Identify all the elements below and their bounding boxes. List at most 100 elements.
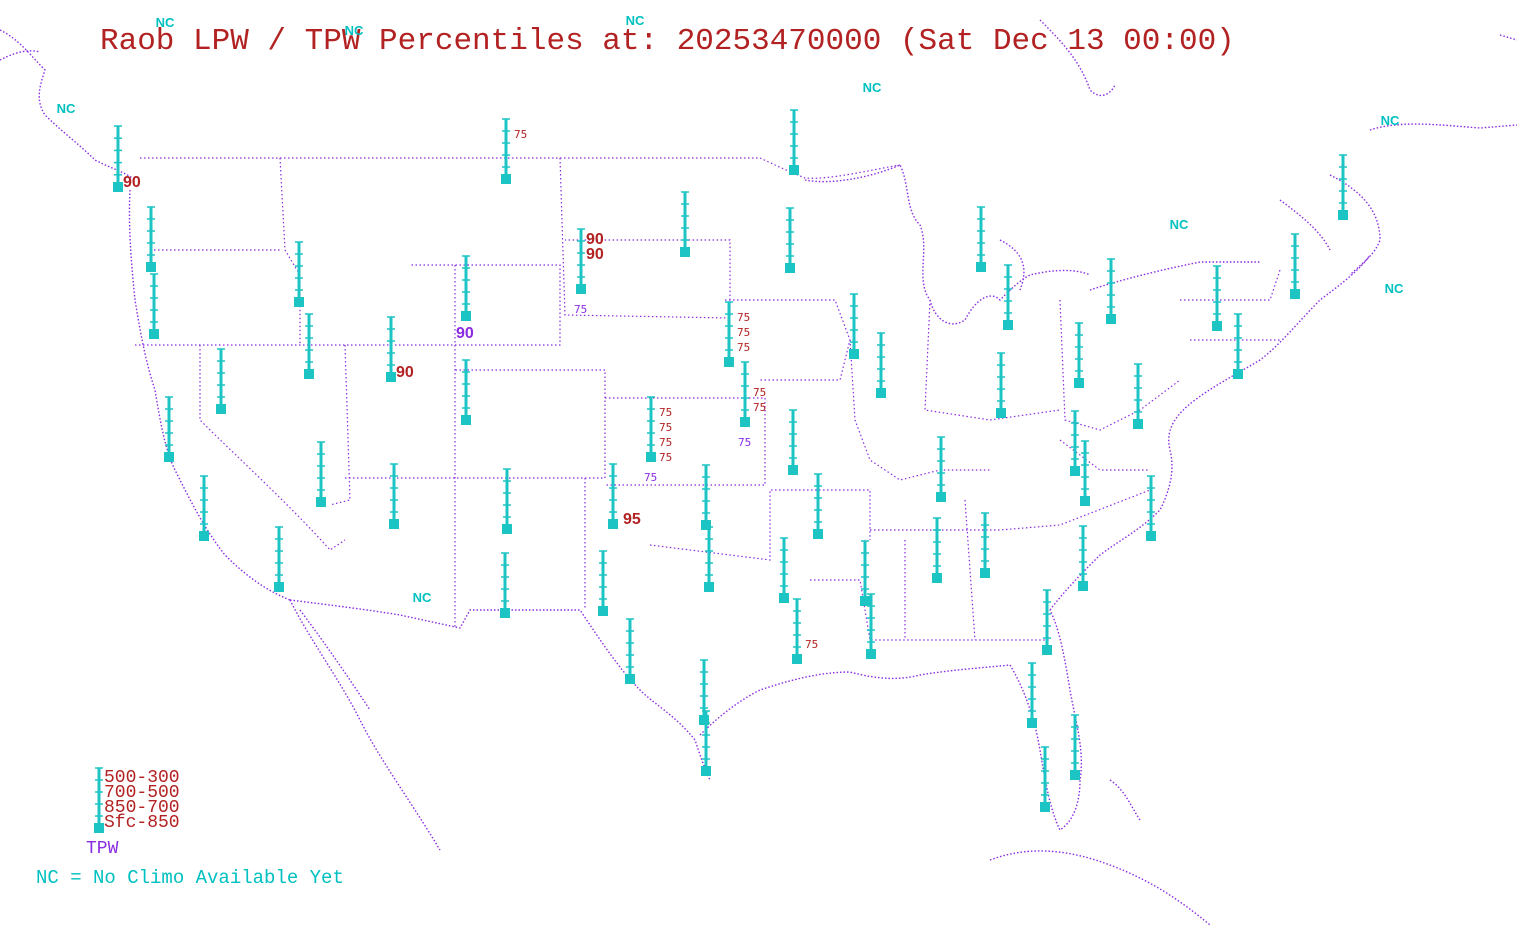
station [680, 191, 690, 257]
station-glyph [625, 618, 635, 684]
layer-percentile-label: 75 [737, 326, 750, 339]
layer-percentile-label: 75 [737, 341, 750, 354]
legend-layer-label: 500-300 [104, 768, 180, 788]
station [1003, 264, 1013, 330]
station-glyph [164, 396, 174, 462]
station-glyph [304, 313, 314, 379]
station [149, 273, 159, 339]
station-glyph [386, 316, 396, 382]
station [936, 436, 946, 502]
station [1042, 589, 1052, 655]
layer-percentile-label: 95 [623, 511, 641, 528]
layer-percentile-label: 75 [805, 638, 818, 651]
station-glyph [1070, 410, 1080, 476]
station: 90 [456, 255, 474, 342]
legend-station-glyph [94, 767, 104, 833]
station-glyph [699, 659, 709, 725]
station-glyph [316, 441, 326, 507]
station [1078, 525, 1088, 591]
station [598, 550, 608, 616]
station-glyph [785, 207, 795, 273]
station-glyph [1080, 440, 1090, 506]
station-glyph [932, 517, 942, 583]
station [1106, 258, 1116, 324]
station [1074, 322, 1084, 388]
station [779, 537, 789, 603]
station-glyph [980, 512, 990, 578]
station-glyph [789, 109, 799, 175]
station [1233, 313, 1243, 379]
station-glyph [149, 273, 159, 339]
station-glyph [113, 125, 123, 192]
station [788, 409, 798, 475]
station-glyph [976, 206, 986, 272]
station [996, 352, 1006, 418]
station [980, 512, 990, 578]
station [1040, 746, 1050, 812]
station-glyph [1040, 746, 1050, 812]
layer-percentile-label: 75 [659, 406, 672, 419]
station-glyph [461, 255, 471, 321]
legend-nc-note: NC = No Climo Available Yet [36, 867, 344, 889]
layer-percentile-label: 75 [514, 128, 527, 141]
station-glyph [598, 550, 608, 616]
station: 75 75 75 [724, 301, 750, 367]
station-glyph [1290, 233, 1300, 299]
station: 90 [386, 316, 414, 382]
tpw-percentile-label: 75 [644, 471, 657, 484]
tpw-percentile-label: 90 [456, 325, 474, 342]
legend-tpw-label: TPW [86, 839, 119, 859]
station-glyph [500, 552, 510, 618]
station-glyph [866, 593, 876, 659]
station: 75 [501, 118, 527, 184]
station [701, 710, 711, 776]
station [704, 526, 714, 592]
nc-label: NC [626, 13, 645, 28]
station [699, 659, 709, 725]
layer-percentile-label: 75 [659, 436, 672, 449]
station [625, 618, 635, 684]
station-glyph [996, 352, 1006, 418]
station: 75 75 75 [738, 361, 766, 449]
nc-label: NC [1385, 281, 1404, 296]
station-glyph [792, 598, 802, 664]
station-glyph [1003, 264, 1013, 330]
station [1133, 363, 1143, 429]
station-glyph [860, 540, 870, 606]
station-glyph [294, 241, 304, 307]
station [1027, 662, 1037, 728]
legend-layer-label: 850-700 [104, 798, 180, 818]
station-glyph [461, 359, 471, 425]
station [146, 206, 156, 272]
station-glyph [740, 361, 750, 427]
station: 90 [113, 125, 141, 192]
station-glyph [146, 206, 156, 272]
station-glyph [1042, 589, 1052, 655]
legend-layer-label: 700-500 [104, 783, 180, 803]
tpw-percentile-label: 75 [574, 303, 587, 316]
station-glyph [1078, 525, 1088, 591]
station-glyph [1074, 322, 1084, 388]
station [274, 526, 284, 592]
station-glyph [608, 463, 618, 529]
station [860, 540, 870, 606]
station-glyph [389, 463, 399, 529]
station [866, 593, 876, 659]
station-glyph [788, 409, 798, 475]
station [500, 552, 510, 618]
station: 95 [608, 463, 641, 529]
station [199, 475, 209, 541]
layer-percentile-label: 75 [659, 421, 672, 434]
station [304, 313, 314, 379]
station [789, 109, 799, 175]
station-glyph [1027, 662, 1037, 728]
station-glyph [876, 332, 886, 398]
station-glyph [646, 396, 656, 462]
station [1080, 440, 1090, 506]
station [1212, 265, 1222, 331]
layer-percentile-label: 90 [123, 174, 141, 191]
station-glyph [1233, 313, 1243, 379]
station [813, 473, 823, 539]
station-glyph [501, 118, 511, 184]
